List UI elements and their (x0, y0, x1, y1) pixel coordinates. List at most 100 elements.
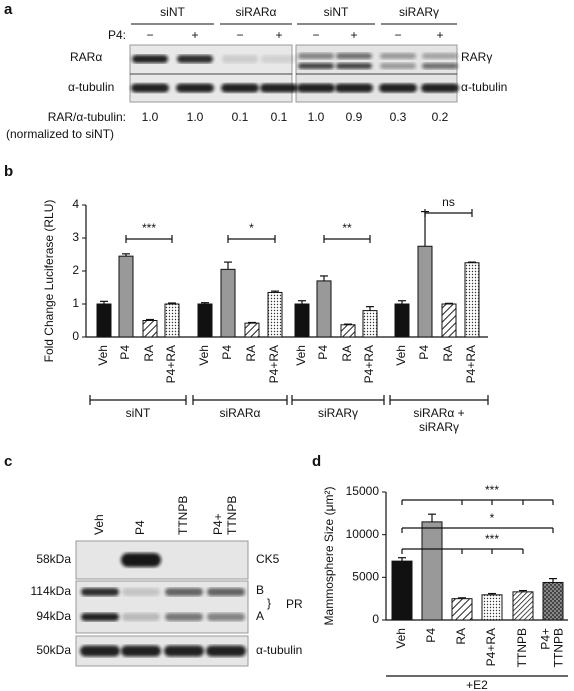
bar (451, 598, 473, 621)
lane-label: TTNPB (176, 496, 190, 535)
group-label: siRARα (220, 406, 261, 420)
y-axis-title: Fold Change Luciferase (RLU) (42, 200, 56, 363)
blot-band (207, 588, 245, 596)
blot-band (221, 83, 259, 93)
x-tick-label: P4+RA (362, 345, 376, 383)
panel-label: b (4, 163, 13, 180)
x-tick-label: TTNPB (552, 628, 566, 667)
blot-band (261, 55, 297, 63)
blot-band (164, 645, 204, 657)
x-note: +E2 (466, 678, 488, 691)
blot-band (380, 53, 416, 59)
x-tick-label: P4 (417, 345, 431, 360)
blot-band (121, 553, 161, 567)
sign: + (350, 28, 357, 42)
blot-band (81, 588, 119, 596)
x-tick-label: P4+RA (164, 345, 178, 383)
x-tick-label: RA (244, 345, 258, 362)
bar (362, 310, 378, 338)
row-label: RARγ (461, 50, 492, 64)
bar (316, 280, 332, 338)
x-tick-label: P4+RA (267, 345, 281, 383)
significance: ** (342, 221, 352, 235)
blot-band (177, 55, 213, 63)
bar (512, 591, 534, 621)
y-tick-label: 10000 (346, 527, 380, 541)
brace: } (267, 596, 271, 610)
blot-band (379, 83, 417, 93)
ratio: 1.0 (308, 110, 325, 124)
blot-band (121, 645, 161, 657)
lane-label: P4 (133, 520, 147, 535)
ratio: 1.0 (187, 110, 204, 124)
bar (481, 594, 503, 621)
x-tick-label: P4 (118, 345, 132, 360)
ratio: 0.9 (346, 110, 363, 124)
y-tick-label: 2 (72, 263, 79, 277)
bar (441, 303, 457, 338)
blot-band (165, 613, 203, 621)
blot-band (335, 83, 373, 93)
y-tick-label: 0 (372, 612, 379, 626)
x-tick-label: RA (340, 345, 354, 362)
y-tick-label: 0 (72, 329, 79, 343)
bar (142, 320, 158, 338)
blot-band (81, 613, 119, 621)
bar (391, 560, 413, 621)
bar (118, 255, 134, 338)
bar (394, 303, 410, 338)
x-tick-label: P4+RA (484, 628, 498, 666)
size-label: 114kDa (31, 584, 72, 598)
significance: *** (485, 483, 499, 497)
blot-band (336, 53, 372, 59)
significance: *** (485, 532, 499, 546)
panel-d: 0 5000 10000 15000 Mammosphere Size (μm²) Veh… (322, 483, 568, 691)
group-label: siRARγ (419, 420, 459, 434)
bar (197, 303, 213, 338)
blot-band (176, 83, 214, 93)
blot-band (298, 63, 334, 69)
bar (244, 322, 260, 338)
blot-band (132, 55, 168, 63)
significance: * (490, 511, 495, 525)
ratio-label: RAR/α-tubulin: (48, 110, 126, 124)
x-tick-label: Veh (394, 628, 408, 649)
column-header: siNT (160, 5, 185, 19)
panel-a: siNT siRARα siNT siRARγ P4: − + − + − + − + RARα α-tub… (6, 5, 507, 141)
y-tick-label: 3 (72, 230, 79, 244)
ratio: 0.1 (232, 110, 249, 124)
bar (421, 521, 443, 621)
bar (294, 303, 310, 338)
group-label: siRARγ (318, 406, 358, 420)
row-label: α-tubulin (461, 80, 507, 94)
bar (464, 262, 480, 338)
blot-band (380, 63, 416, 69)
note: (normalized to siNT) (6, 127, 114, 141)
y-tick-label: 1 (72, 296, 79, 310)
blot-band (422, 63, 458, 69)
sign: − (146, 28, 153, 42)
blot-band (297, 83, 335, 93)
row-label: B (256, 583, 264, 597)
row-label: α-tubulin (68, 80, 114, 94)
x-tick-label: RA (142, 345, 156, 362)
x-tick-label: TTNPB (515, 628, 529, 667)
y-tick-label: 4 (72, 197, 79, 211)
y-axis-title: Mammosphere Size (μm²) (322, 487, 336, 626)
lane-label: P4+ (211, 513, 225, 535)
ratio: 0.2 (432, 110, 449, 124)
row-label: α-tubulin (256, 643, 302, 657)
sign: − (312, 28, 319, 42)
blot-band (122, 613, 160, 621)
blot-band (298, 53, 334, 59)
x-tick-label: Veh (294, 345, 308, 366)
blot-band (422, 53, 458, 59)
x-tick-label: P4+RA (464, 345, 478, 383)
x-tick-label: P4 (220, 345, 234, 360)
sign: − (236, 28, 243, 42)
significance: ns (442, 195, 455, 209)
bar (267, 291, 283, 338)
panel-label: d (312, 453, 321, 470)
x-tick-label: P4 (316, 345, 330, 360)
sign: + (436, 28, 443, 42)
